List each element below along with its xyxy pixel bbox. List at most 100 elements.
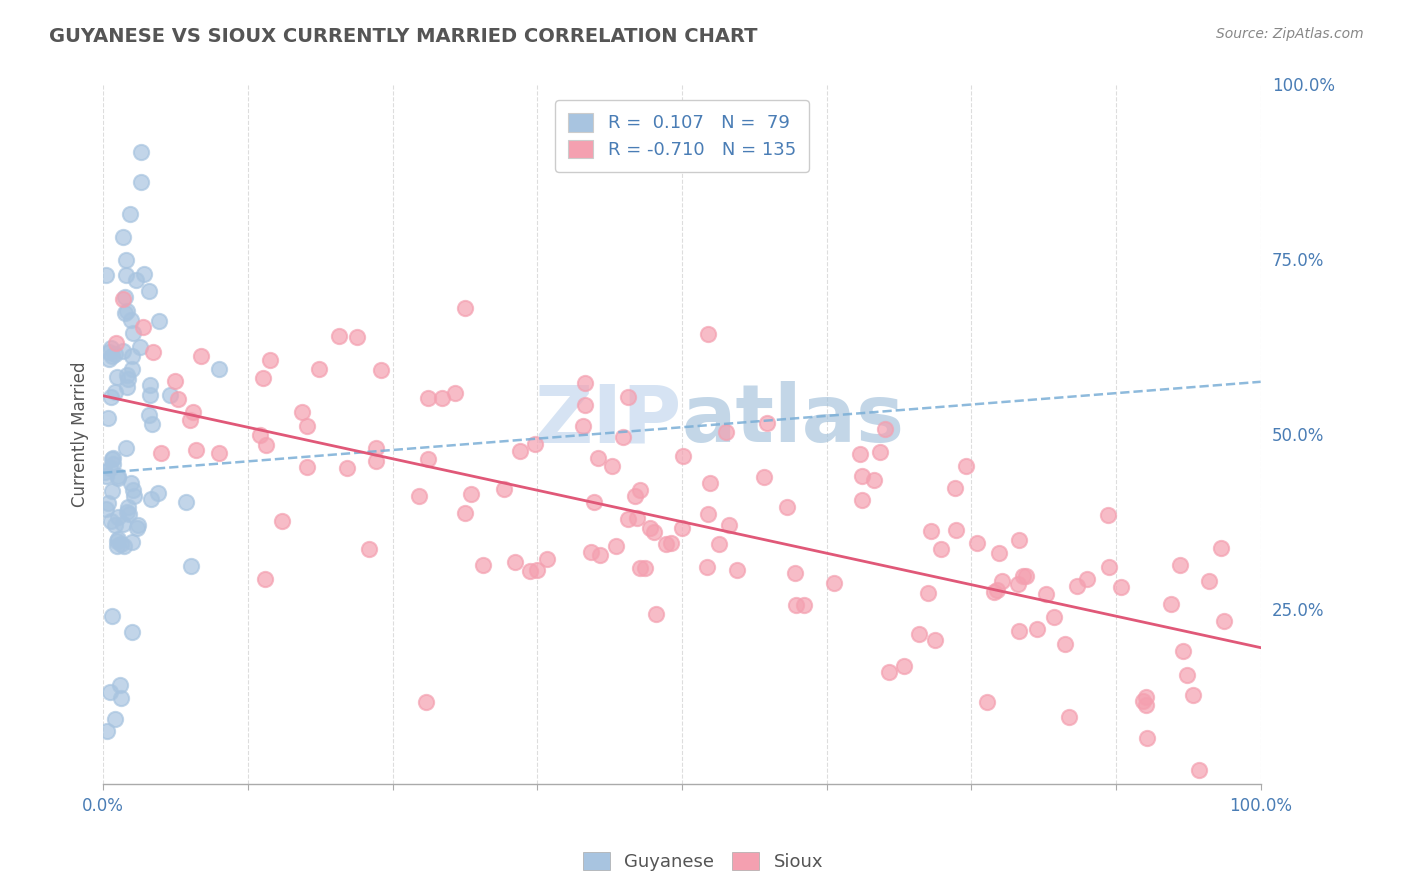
Point xyxy=(357,541,380,556)
Point xyxy=(1008,624,1031,638)
Point xyxy=(471,558,494,572)
Legend: R =  0.107   N =  79, R = -0.710   N = 135: R = 0.107 N = 79, R = -0.710 N = 135 xyxy=(555,101,808,171)
Point xyxy=(336,461,359,475)
Point xyxy=(1097,508,1119,522)
Point xyxy=(208,362,231,376)
Point xyxy=(645,607,668,621)
Point xyxy=(112,344,135,359)
Point xyxy=(111,292,134,306)
Point xyxy=(110,690,132,705)
Point xyxy=(101,450,124,465)
Point xyxy=(1135,690,1157,705)
Point xyxy=(754,470,776,484)
Point xyxy=(107,471,129,485)
Point xyxy=(717,517,740,532)
Point xyxy=(785,566,807,580)
Point xyxy=(572,419,595,434)
Point xyxy=(581,544,603,558)
Point xyxy=(98,461,121,475)
Point xyxy=(104,712,127,726)
Point xyxy=(1054,637,1077,651)
Point xyxy=(640,521,662,535)
Point xyxy=(96,469,118,483)
Point xyxy=(697,327,720,342)
Point xyxy=(270,514,292,528)
Point xyxy=(308,362,330,376)
Point xyxy=(117,372,139,386)
Point xyxy=(101,451,124,466)
Point xyxy=(115,380,138,394)
Point xyxy=(1098,559,1121,574)
Point xyxy=(186,442,208,457)
Point xyxy=(166,392,188,407)
Point xyxy=(671,521,693,535)
Point xyxy=(181,405,204,419)
Point xyxy=(976,695,998,709)
Point xyxy=(991,574,1014,588)
Point xyxy=(714,425,737,439)
Point xyxy=(104,347,127,361)
Point xyxy=(328,329,350,343)
Point xyxy=(249,428,271,442)
Point xyxy=(122,326,145,340)
Point xyxy=(110,537,132,551)
Point xyxy=(115,268,138,282)
Point xyxy=(111,517,134,532)
Point xyxy=(291,405,314,419)
Point xyxy=(574,398,596,412)
Point xyxy=(1025,622,1047,636)
Point xyxy=(509,443,531,458)
Y-axis label: Currently Married: Currently Married xyxy=(72,361,89,507)
Point xyxy=(1187,763,1209,777)
Point xyxy=(945,481,967,495)
Point xyxy=(823,576,845,591)
Point xyxy=(100,609,122,624)
Point xyxy=(107,469,129,483)
Point xyxy=(180,559,202,574)
Point xyxy=(523,437,546,451)
Point xyxy=(131,145,153,160)
Point xyxy=(1198,574,1220,588)
Point xyxy=(1135,698,1157,713)
Point xyxy=(605,539,627,553)
Point xyxy=(253,572,276,586)
Point xyxy=(141,417,163,431)
Point xyxy=(121,349,143,363)
Point xyxy=(862,473,884,487)
Point xyxy=(1160,597,1182,611)
Point xyxy=(163,374,186,388)
Point xyxy=(121,624,143,639)
Point xyxy=(986,583,1008,598)
Point xyxy=(1007,577,1029,591)
Point xyxy=(105,369,128,384)
Text: ZIP: ZIP xyxy=(534,381,682,459)
Point xyxy=(100,349,122,363)
Point xyxy=(96,268,118,283)
Point xyxy=(149,445,172,459)
Point xyxy=(1043,609,1066,624)
Point xyxy=(101,484,124,499)
Point xyxy=(1007,533,1029,547)
Point xyxy=(408,489,430,503)
Point xyxy=(966,535,988,549)
Point xyxy=(415,695,437,709)
Point xyxy=(115,368,138,383)
Point xyxy=(1213,614,1236,628)
Point xyxy=(148,313,170,327)
Point xyxy=(252,371,274,385)
Point xyxy=(96,411,118,425)
Point xyxy=(1209,541,1232,556)
Point xyxy=(588,451,610,466)
Point xyxy=(725,563,748,577)
Point xyxy=(988,546,1011,560)
Legend: Guyanese, Sioux: Guyanese, Sioux xyxy=(575,845,831,879)
Point xyxy=(122,483,145,497)
Point xyxy=(98,351,121,366)
Point xyxy=(115,303,138,318)
Point xyxy=(94,501,117,516)
Point xyxy=(1132,694,1154,708)
Point xyxy=(127,518,149,533)
Point xyxy=(132,319,155,334)
Point xyxy=(699,476,721,491)
Point xyxy=(494,482,516,496)
